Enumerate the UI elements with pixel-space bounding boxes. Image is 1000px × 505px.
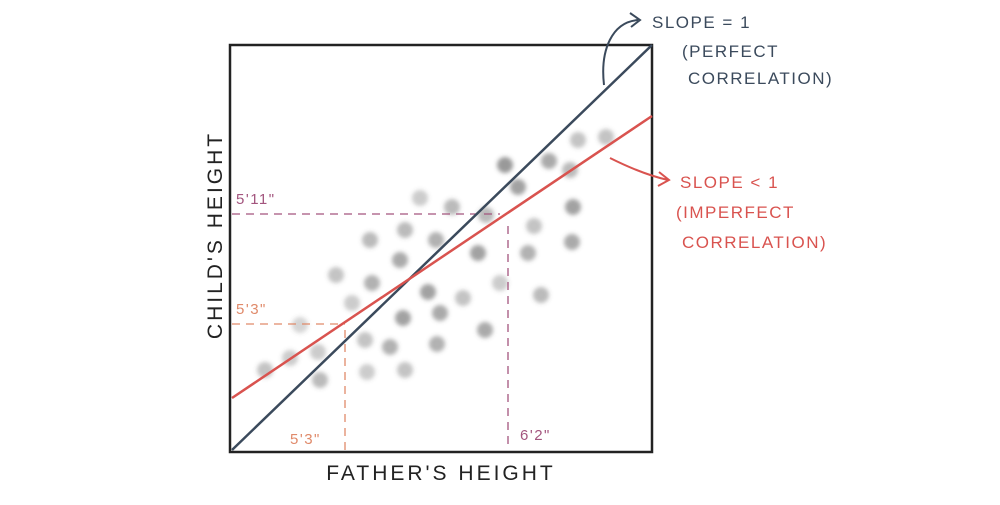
imperfect-line — [231, 114, 653, 400]
scatter-dot — [428, 232, 444, 248]
scatter-dot — [364, 275, 380, 291]
scatter-dot — [497, 157, 513, 173]
scatter-dot — [392, 252, 408, 268]
scatter-dot — [344, 295, 360, 311]
reference-label: 5'3" — [290, 431, 321, 448]
scatter-dot — [570, 132, 586, 148]
scatter-dot — [412, 190, 428, 206]
scatter-dot — [470, 245, 486, 261]
reference-label: 5'11" — [236, 191, 276, 208]
scatter-dot — [510, 179, 526, 195]
scatter-dot — [478, 207, 494, 223]
plot-frame — [228, 43, 654, 454]
scatter-dot — [397, 222, 413, 238]
scatter-dot — [382, 339, 398, 355]
arrow — [609, 157, 671, 187]
scatter-dot — [520, 245, 536, 261]
x-axis-label: FATHER'S HEIGHT — [326, 462, 555, 485]
perfect-line — [231, 44, 653, 451]
scatter-dot — [357, 332, 373, 348]
scatter-dot — [362, 232, 378, 248]
annotation: SLOPE = 1 — [652, 13, 751, 32]
scatter-dot — [429, 336, 445, 352]
scatter-dot — [395, 310, 411, 326]
scatter-dot — [420, 284, 436, 300]
reference-label: 6'2" — [520, 427, 551, 444]
guides — [232, 213, 509, 450]
scatter-dot — [310, 344, 326, 360]
reference-label: 5'3" — [236, 301, 267, 318]
scatter-dot — [565, 199, 581, 215]
scatter-dot — [312, 372, 328, 388]
scatter-dot — [292, 317, 308, 333]
scatter-dot — [432, 305, 448, 321]
scatter-dot — [541, 153, 557, 169]
scatter-dot — [359, 364, 375, 380]
scatter-dot — [492, 275, 508, 291]
scatter-dot — [598, 129, 614, 145]
scatter-dot — [477, 322, 493, 338]
scatter-dot — [455, 290, 471, 306]
annotation: (PERFECT — [682, 42, 779, 61]
annotation: SLOPE < 1 — [680, 173, 779, 192]
scatter-dot — [533, 287, 549, 303]
y-axis-label: CHILD'S HEIGHT — [204, 131, 227, 339]
scatter-dot — [397, 362, 413, 378]
annotation: CORRELATION) — [688, 69, 833, 88]
annotation: CORRELATION) — [682, 233, 827, 252]
arrow — [602, 12, 642, 86]
scatter-dot — [444, 199, 460, 215]
scatter-dot — [526, 218, 542, 234]
scatter-dot — [564, 234, 580, 250]
annotation: (IMPERFECT — [676, 203, 795, 222]
scatter-dot — [328, 267, 344, 283]
scatter-dots — [257, 129, 614, 388]
